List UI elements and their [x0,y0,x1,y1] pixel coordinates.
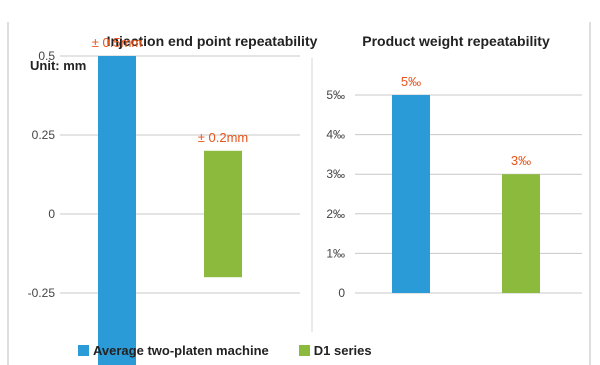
data-label: 3‰ [511,153,531,168]
legend-item-average-two-platen: Average two-platen machine [78,343,269,358]
chart-title-weight: Product weight repeatability [362,33,550,49]
y-axis: 0.750.50.250-0.25-0.5 [28,49,56,300]
legend: Average two-platen machine D1 series [78,340,372,360]
y-tick-label: 0.25 [32,128,56,142]
unit-label: Unit: mm [30,58,86,73]
legend-label: D1 series [313,342,372,358]
y-tick-label: 5‰ [326,88,345,102]
data-label: 5‰ [401,74,421,89]
y-tick-label: -0.25 [28,286,56,300]
legend-item-d1-series: D1 series [298,342,372,358]
data-label: ± 0.5mm [92,35,142,50]
chart-panel-weight: 5‰ 4‰ 3‰ 2‰ 1‰ 0 5‰ 3‰ [326,74,582,300]
data-label: ± 0.2mm [198,130,248,145]
chart-panel-injection: 0.750.50.250-0.25-0.5± 0.5mm± 0.2mm [28,35,300,365]
y-tick-label: 0.5 [38,49,55,63]
y-tick-label: 0 [48,207,55,221]
legend-swatch-green [298,344,310,356]
y-tick-label: 1‰ [326,246,345,260]
legend-swatch-blue [78,344,89,356]
y-tick-label: 4‰ [326,128,345,142]
chart-title-injection: Injection end point repeatability [107,33,318,49]
bar-average-two-platen [98,56,136,365]
bar-d1-series [502,174,540,293]
bar-average-two-platen [392,95,430,293]
grid-lines [355,94,582,294]
legend-label: Average two-platen machine [93,342,269,358]
y-tick-label: 2‰ [326,207,345,221]
y-tick-label: 0 [338,286,345,300]
grid-lines [60,55,300,294]
y-axis: 5‰ 4‰ 3‰ 2‰ 1‰ 0 [326,88,345,300]
bar-d1-series [204,150,242,278]
y-tick-label: 3‰ [326,167,345,181]
